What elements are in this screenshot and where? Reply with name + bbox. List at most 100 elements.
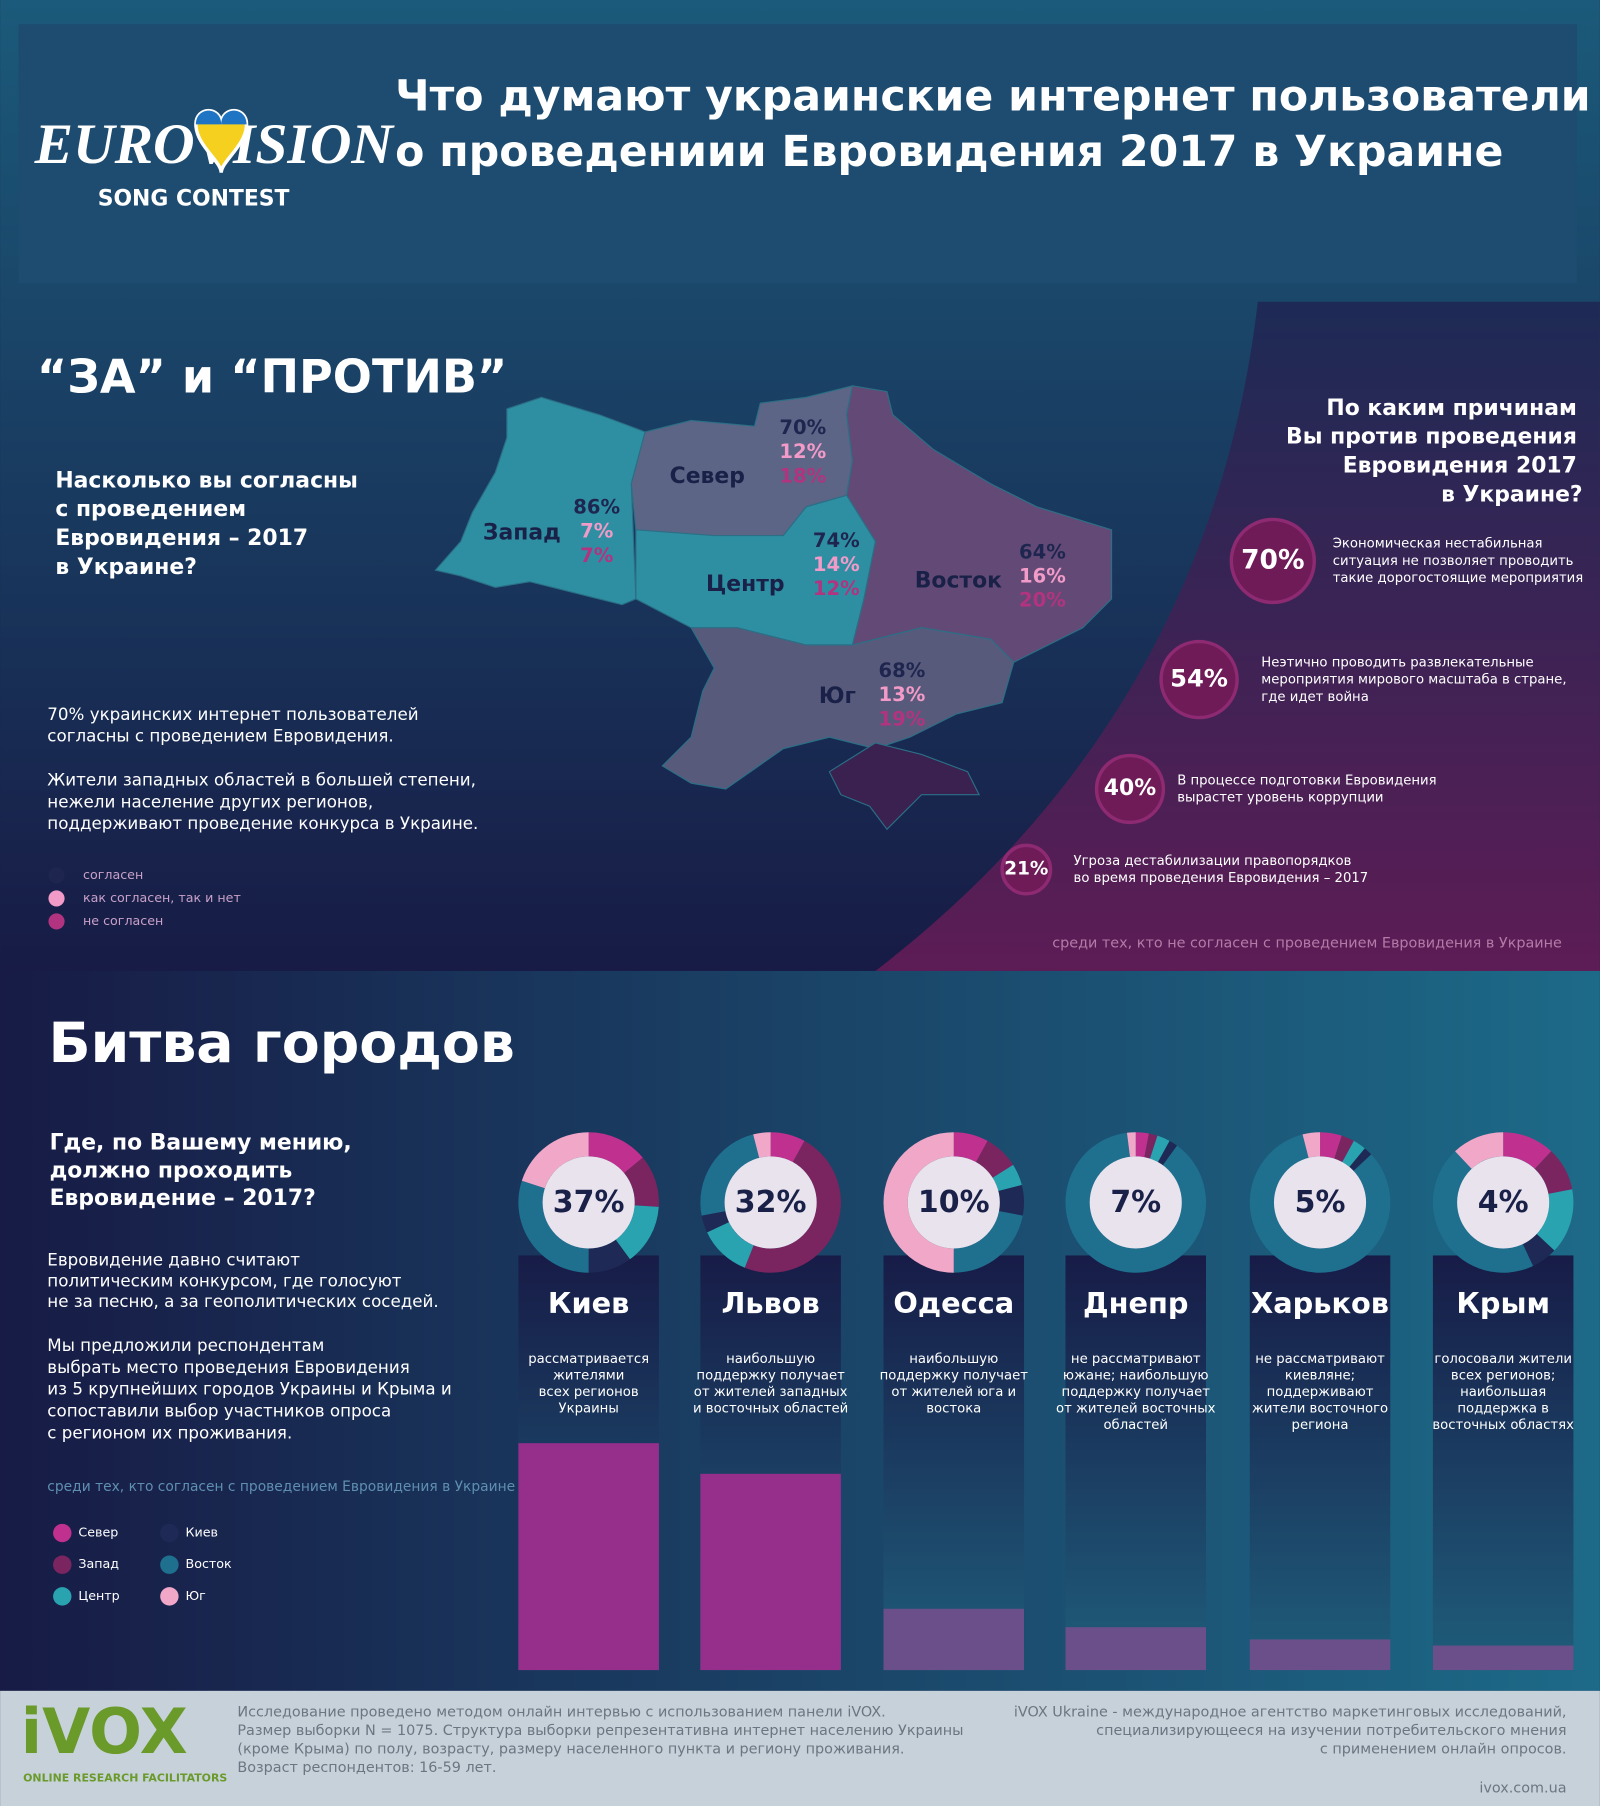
legend-label: Киев [186, 1525, 218, 1540]
question-line: должно проходить [50, 1158, 293, 1183]
donut-segment [753, 1132, 771, 1158]
donut-segment [1503, 1132, 1552, 1169]
city-description: поддержку получает [1062, 1385, 1211, 1400]
map [434, 385, 1113, 831]
city-description: востока [926, 1402, 981, 1417]
method-line: Возраст респондентов: 16-59 лет. [237, 1760, 496, 1776]
legend-swatch [53, 1587, 72, 1606]
donut-segment [992, 1164, 1022, 1192]
reason-circle [1000, 843, 1053, 896]
city-description: поддержку получает [880, 1369, 1029, 1384]
region-neutral: 13% [878, 683, 925, 706]
city-name: Львов [721, 1286, 819, 1320]
city-description: всех регионов [539, 1385, 639, 1400]
city-description: голосовали жители [1434, 1352, 1572, 1367]
city-name: Крым [1456, 1286, 1550, 1320]
note-line: Жители западных областей в большей степе… [47, 769, 476, 789]
donut-segment [1349, 1148, 1372, 1171]
against-question-line: По каким причинам [1326, 396, 1576, 421]
donut-segment [1320, 1132, 1342, 1159]
note-line: согласны с проведением Евровидения. [47, 726, 393, 746]
donut-segment [700, 1134, 760, 1216]
against-question-line: Евровидения 2017 [1343, 453, 1577, 478]
against-question-line: в Украине? [1441, 482, 1583, 507]
donut-center [1457, 1156, 1550, 1249]
donut-segment [615, 1205, 659, 1260]
city-description: от жителей восточных [1056, 1402, 1216, 1417]
donut-center [542, 1156, 635, 1249]
region-neutral: 16% [1019, 565, 1066, 588]
logo-heart-top [195, 110, 247, 125]
title-line: о проведениии Евровидения 2017 в Украине [395, 127, 1503, 177]
donut-segment [1149, 1135, 1170, 1163]
reason-text: В процессе подготовки Евровидения [1177, 773, 1436, 788]
legend-label: Восток [186, 1556, 233, 1571]
city-description: жители восточного [1252, 1402, 1388, 1417]
method-line: Размер выборки N = 1075. Структура выбор… [237, 1723, 963, 1739]
footer-logo: iVOX [21, 1695, 188, 1768]
donut-segment [1249, 1134, 1391, 1273]
city-share: 10% [918, 1185, 990, 1220]
reason-circle [1094, 753, 1166, 825]
city-description: не рассматривают [1071, 1352, 1201, 1367]
header-box [18, 24, 1577, 284]
question-line: Насколько вы согласны [55, 468, 358, 493]
legend-label: Запад [78, 1556, 119, 1571]
city-description: региона [1292, 1418, 1349, 1433]
city-description: наибольшую [726, 1351, 815, 1367]
donut-center [724, 1156, 817, 1249]
city-description: южане; наибольшую [1063, 1368, 1209, 1384]
url[interactable]: ivox.com.ua [1479, 1781, 1566, 1797]
region-neutral: 14% [813, 553, 860, 576]
city-description: рассматривается [528, 1352, 649, 1367]
reason-value: 40% [1104, 776, 1156, 801]
donut-segment [1334, 1135, 1354, 1163]
title-line: Что думают украинские интернет пользоват… [395, 72, 1591, 122]
region-name: Юг [819, 684, 856, 709]
reason-value: 70% [1241, 544, 1304, 575]
donut-segment [1302, 1132, 1321, 1158]
donut-segment [975, 1140, 1014, 1178]
legend-label: Юг [186, 1588, 207, 1603]
reason-text: где идет война [1261, 690, 1369, 705]
legend-label: Центр [78, 1588, 119, 1603]
reason-text: во время проведения Евровидения – 2017 [1074, 871, 1369, 886]
section-heading: Битва городов [48, 1012, 514, 1076]
reason-value: 21% [1004, 859, 1048, 880]
donut-segment [518, 1180, 589, 1273]
region-disagree: 7% [580, 544, 613, 567]
region-west [434, 396, 646, 606]
city-description: киевляне; [1285, 1369, 1355, 1384]
footnote: среди тех, кто не согласен с проведением… [1052, 935, 1562, 951]
logo-sub: SONG CONTEST [98, 186, 290, 211]
city-column [1065, 1255, 1207, 1671]
donut-segment [953, 1211, 1023, 1273]
region-agree: 74% [813, 529, 860, 552]
region-agree: 70% [779, 416, 826, 439]
region-name: Запад [483, 520, 561, 545]
question-line: с проведением [55, 497, 246, 522]
paragraph-line: политическим конкурсом, где голосуют [47, 1270, 401, 1290]
region-disagree: 19% [878, 707, 925, 730]
note-line: 70% украинских интернет пользователей [47, 704, 418, 724]
reason-text: Угроза дестабилизации правопорядков [1074, 853, 1352, 869]
note-line: нежели население других регионов, [47, 791, 373, 811]
donut-segment [521, 1132, 589, 1189]
donut-segment [1342, 1140, 1365, 1167]
donut-segment [744, 1140, 841, 1273]
city-share: 7% [1110, 1185, 1161, 1220]
footer-logo-sub: ONLINE RESEARCH FACILITATORS [23, 1771, 227, 1784]
reason-text: ситуация не позволяет проводить [1333, 554, 1574, 569]
city-bar [700, 1473, 841, 1671]
donut-segment [1455, 1132, 1504, 1169]
legend-swatch [160, 1587, 179, 1606]
city-description: от жителей юга и [891, 1385, 1016, 1400]
donut-segment [624, 1157, 659, 1207]
region-disagree: 20% [1019, 589, 1066, 612]
city-description: от жителей западных [694, 1385, 848, 1400]
legend-swatch [48, 913, 65, 930]
city-description: Украины [559, 1402, 619, 1417]
legend-swatch [53, 1555, 72, 1574]
note-line: поддерживают проведение конкурса в Украи… [47, 813, 478, 833]
reason-value: 54% [1170, 665, 1228, 693]
